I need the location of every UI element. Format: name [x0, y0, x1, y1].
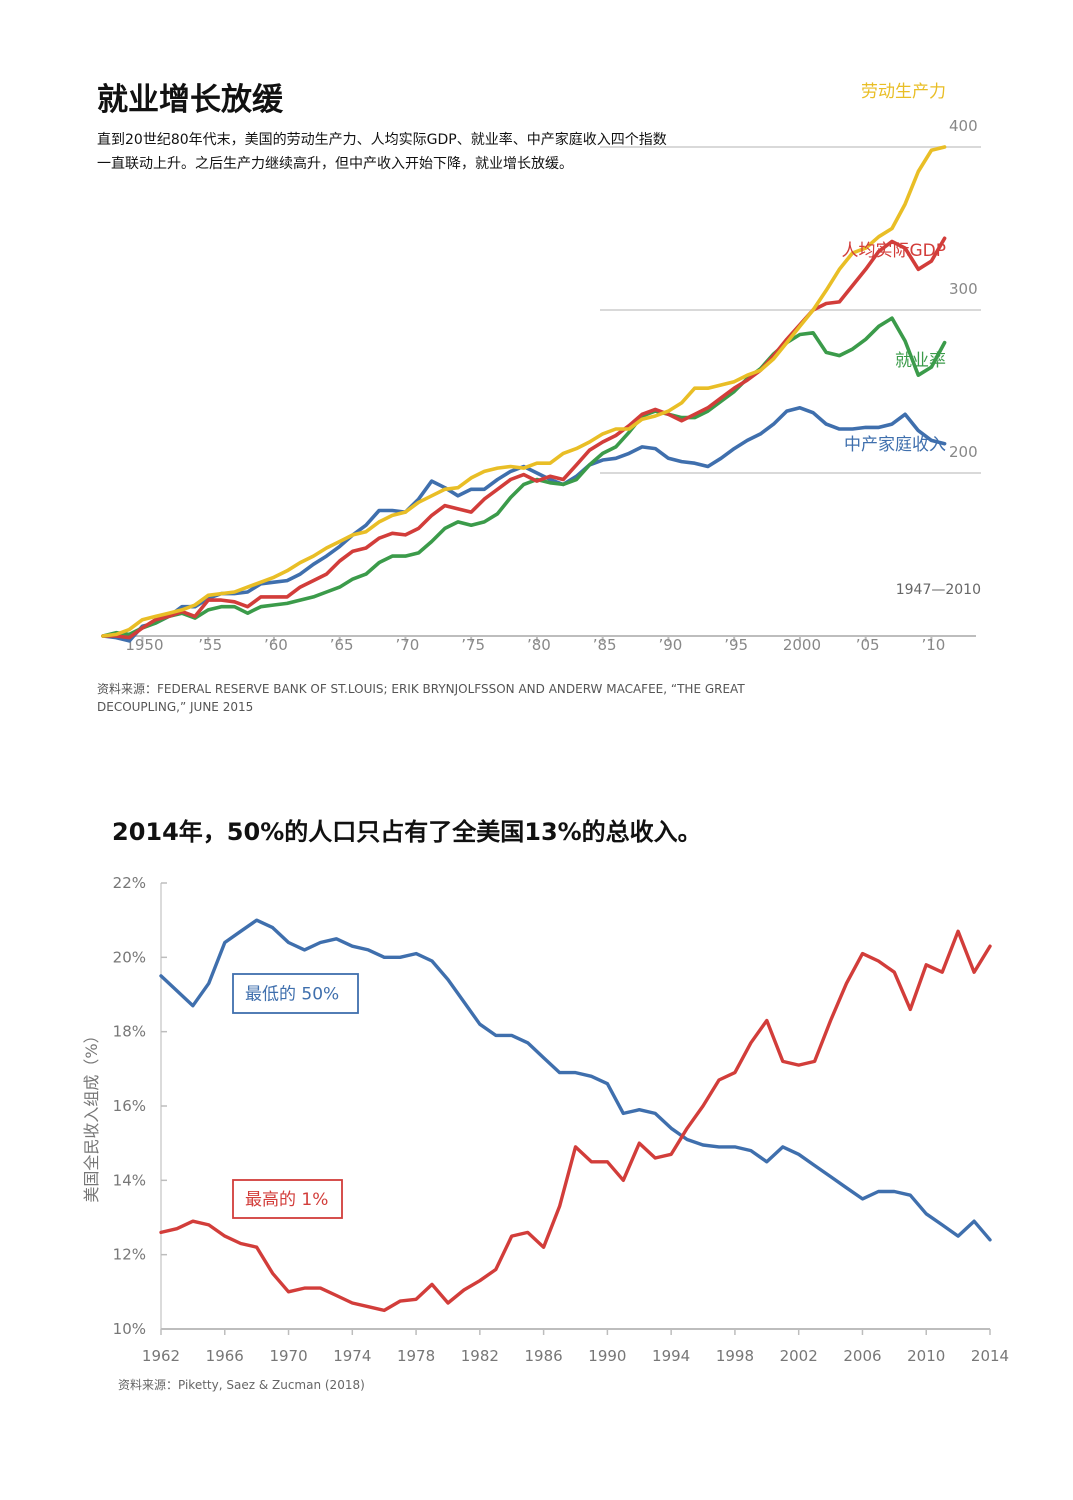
chart2-x-tick-label: 1962 — [142, 1347, 180, 1365]
chart2-legend-box — [232, 1179, 343, 1219]
chart1-title: 就业增长放缓 — [97, 82, 283, 118]
chart2-x-tick-label: 1986 — [525, 1347, 563, 1365]
chart1-x-tick-label: 2000 — [783, 636, 821, 654]
chart2-y-tick-label: 12% — [113, 1246, 146, 1264]
chart2-series-line — [159, 918, 992, 1242]
chart2-legend-text: 最高的 1% — [245, 1190, 328, 1210]
chart1-series-label: 人均实际GDP — [841, 241, 946, 261]
chart2-y-tick-label: 14% — [113, 1171, 146, 1189]
chart2-y-tick-label: 10% — [113, 1320, 146, 1338]
chart1-x-tick-label: ’85 — [593, 636, 617, 654]
chart2-x-tick-label: 2010 — [907, 1347, 945, 1365]
chart2-x-tick-label: 2006 — [843, 1347, 881, 1365]
chart2-series-line — [159, 929, 992, 1313]
chart2-x-tick-label: 1994 — [652, 1347, 690, 1365]
chart1-x-tick-label: ’65 — [330, 636, 354, 654]
chart2-y-axis-label: 美国全民收入组成（%） — [82, 1027, 101, 1202]
chart2-legend-label: 最高的 1% — [232, 1179, 343, 1219]
chart1-series-label: 中产家庭收入 — [844, 435, 946, 455]
chart2-y-tick-label: 18% — [113, 1023, 146, 1041]
chart1-x-tick-label: ’10 — [921, 636, 945, 654]
chart2-x-tick-label: 1974 — [333, 1347, 371, 1365]
chart2-legend-box — [232, 973, 359, 1014]
chart1-source: 资料来源：FEDERAL RESERVE BANK OF ST.LOUIS; E… — [97, 682, 745, 714]
chart2-lines — [159, 918, 992, 1313]
chart1-y-tick-label: 400 — [949, 117, 978, 135]
chart1-x-tick-label: ’60 — [264, 636, 288, 654]
chart1-y-tick-label: 300 — [949, 280, 978, 298]
chart1-x-tick-label: ’05 — [856, 636, 880, 654]
chart2-y-tick-label: 16% — [113, 1097, 146, 1115]
chart1-x-tick-label: ’75 — [461, 636, 485, 654]
chart2-x-tick-label: 1982 — [461, 1347, 499, 1365]
chart1-x-tick-label: ’55 — [198, 636, 222, 654]
chart1-x-tick-label: ’80 — [527, 636, 551, 654]
chart1-series-label: 就业率 — [895, 351, 946, 371]
chart1-gridlines: 200 300 400 — [600, 117, 981, 474]
chart2-legend-label: 最低的 50% — [232, 973, 359, 1014]
chart2-legend-text: 最低的 50% — [245, 985, 339, 1005]
chart1-y-tick-label: 200 — [949, 443, 978, 461]
chart1-series-line — [101, 316, 947, 638]
chart2-x-tick-label: 1998 — [716, 1347, 754, 1365]
chart1-series-line — [101, 145, 947, 638]
chart1-subtitle: 直到20世纪80年代末，美国的劳动生产力、人均实际GDP、就业率、中产家庭收入四… — [97, 132, 667, 172]
chart1-x-tick-label: ’90 — [659, 636, 683, 654]
chart2-axes: 10% 12% 14% 16% 18% 20% 22% 1962 1966 1970 1974 197… — [113, 874, 1009, 1365]
chart2-title: 2014年，50%的人口只占有了全美国13%的总收入。 — [112, 818, 702, 846]
chart2-x-tick-label: 2002 — [780, 1347, 818, 1365]
chart2-x-tick-label: 1970 — [269, 1347, 307, 1365]
chart1-lines — [101, 145, 947, 643]
chart2-x-tick-label: 1978 — [397, 1347, 435, 1365]
chart2-x-tick-label: 2014 — [971, 1347, 1009, 1365]
chart2-y-tick-label: 20% — [113, 948, 146, 966]
chart2-labels: 最低的 50% 最高的 1% — [232, 973, 359, 1219]
chart1-x-tick-label: ’70 — [396, 636, 420, 654]
chart1-period-label: 1947—2010 — [896, 582, 981, 598]
chart1-x-tick-label: 1950 — [125, 636, 163, 654]
chart1-series-label: 劳动生产力 — [861, 82, 946, 102]
chart1-x-tick-label: ’95 — [724, 636, 748, 654]
chart2-x-tick-label: 1990 — [588, 1347, 626, 1365]
chart1-x-axis: 1950 ’55 ’60 ’65 ’70 ’75 ’80 ’85 ’90 ’95 2000 ’05 ’1… — [103, 635, 976, 654]
chart2-x-tick-label: 1966 — [206, 1347, 244, 1365]
chart2-y-tick-label: 22% — [113, 874, 146, 892]
chart2-source: 资料来源：Piketty, Saez & Zucman (2018) — [118, 1378, 365, 1392]
chart1-series-line — [101, 236, 947, 640]
